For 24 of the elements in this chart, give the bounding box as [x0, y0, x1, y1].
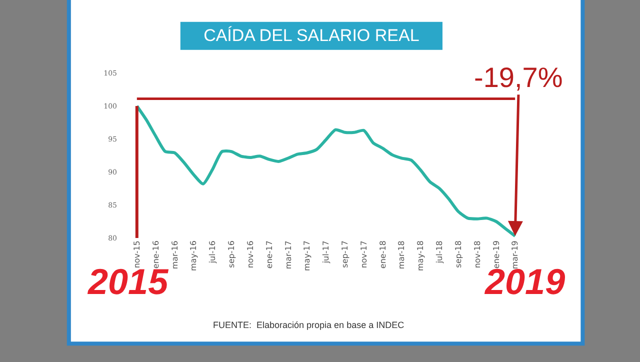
x-tick-label: ene-16: [151, 240, 160, 269]
x-tick-label: mar-18: [397, 240, 406, 270]
x-tick-label: nov-15: [132, 240, 142, 268]
annotation: -19,7%: [474, 62, 563, 93]
chart-title: CAÍDA DEL SALARIO REAL: [204, 26, 420, 45]
x-tick-label: nov-17: [359, 240, 368, 268]
x-tick-label: ene-17: [264, 240, 274, 269]
source-note: FUENTE: Elaboración propia en base a INDEC: [213, 320, 405, 330]
x-tick-label: jul-17: [322, 240, 331, 264]
x-tick-label: may-16: [189, 240, 198, 271]
x-tick-label: mar-16: [170, 240, 180, 270]
x-tick-label: sep-17: [340, 240, 350, 268]
x-tick-label: mar-17: [284, 240, 293, 270]
x-tick-label: ene-18: [378, 240, 388, 269]
x-tick-label: may-18: [416, 240, 426, 271]
x-tick-label: sep-16: [227, 240, 236, 268]
x-tick-label: nov-18: [472, 240, 482, 268]
x-tick-label: jul-18: [435, 240, 444, 264]
x-tick-label: sep-18: [454, 240, 463, 268]
x-tick-label: may-17: [302, 240, 312, 271]
x-tick-label: nov-16: [246, 240, 255, 268]
x-tick-label: mar-19: [510, 240, 520, 270]
x-tick-label: ene-19: [492, 240, 501, 269]
x-tick-label: jul-16: [208, 240, 218, 264]
